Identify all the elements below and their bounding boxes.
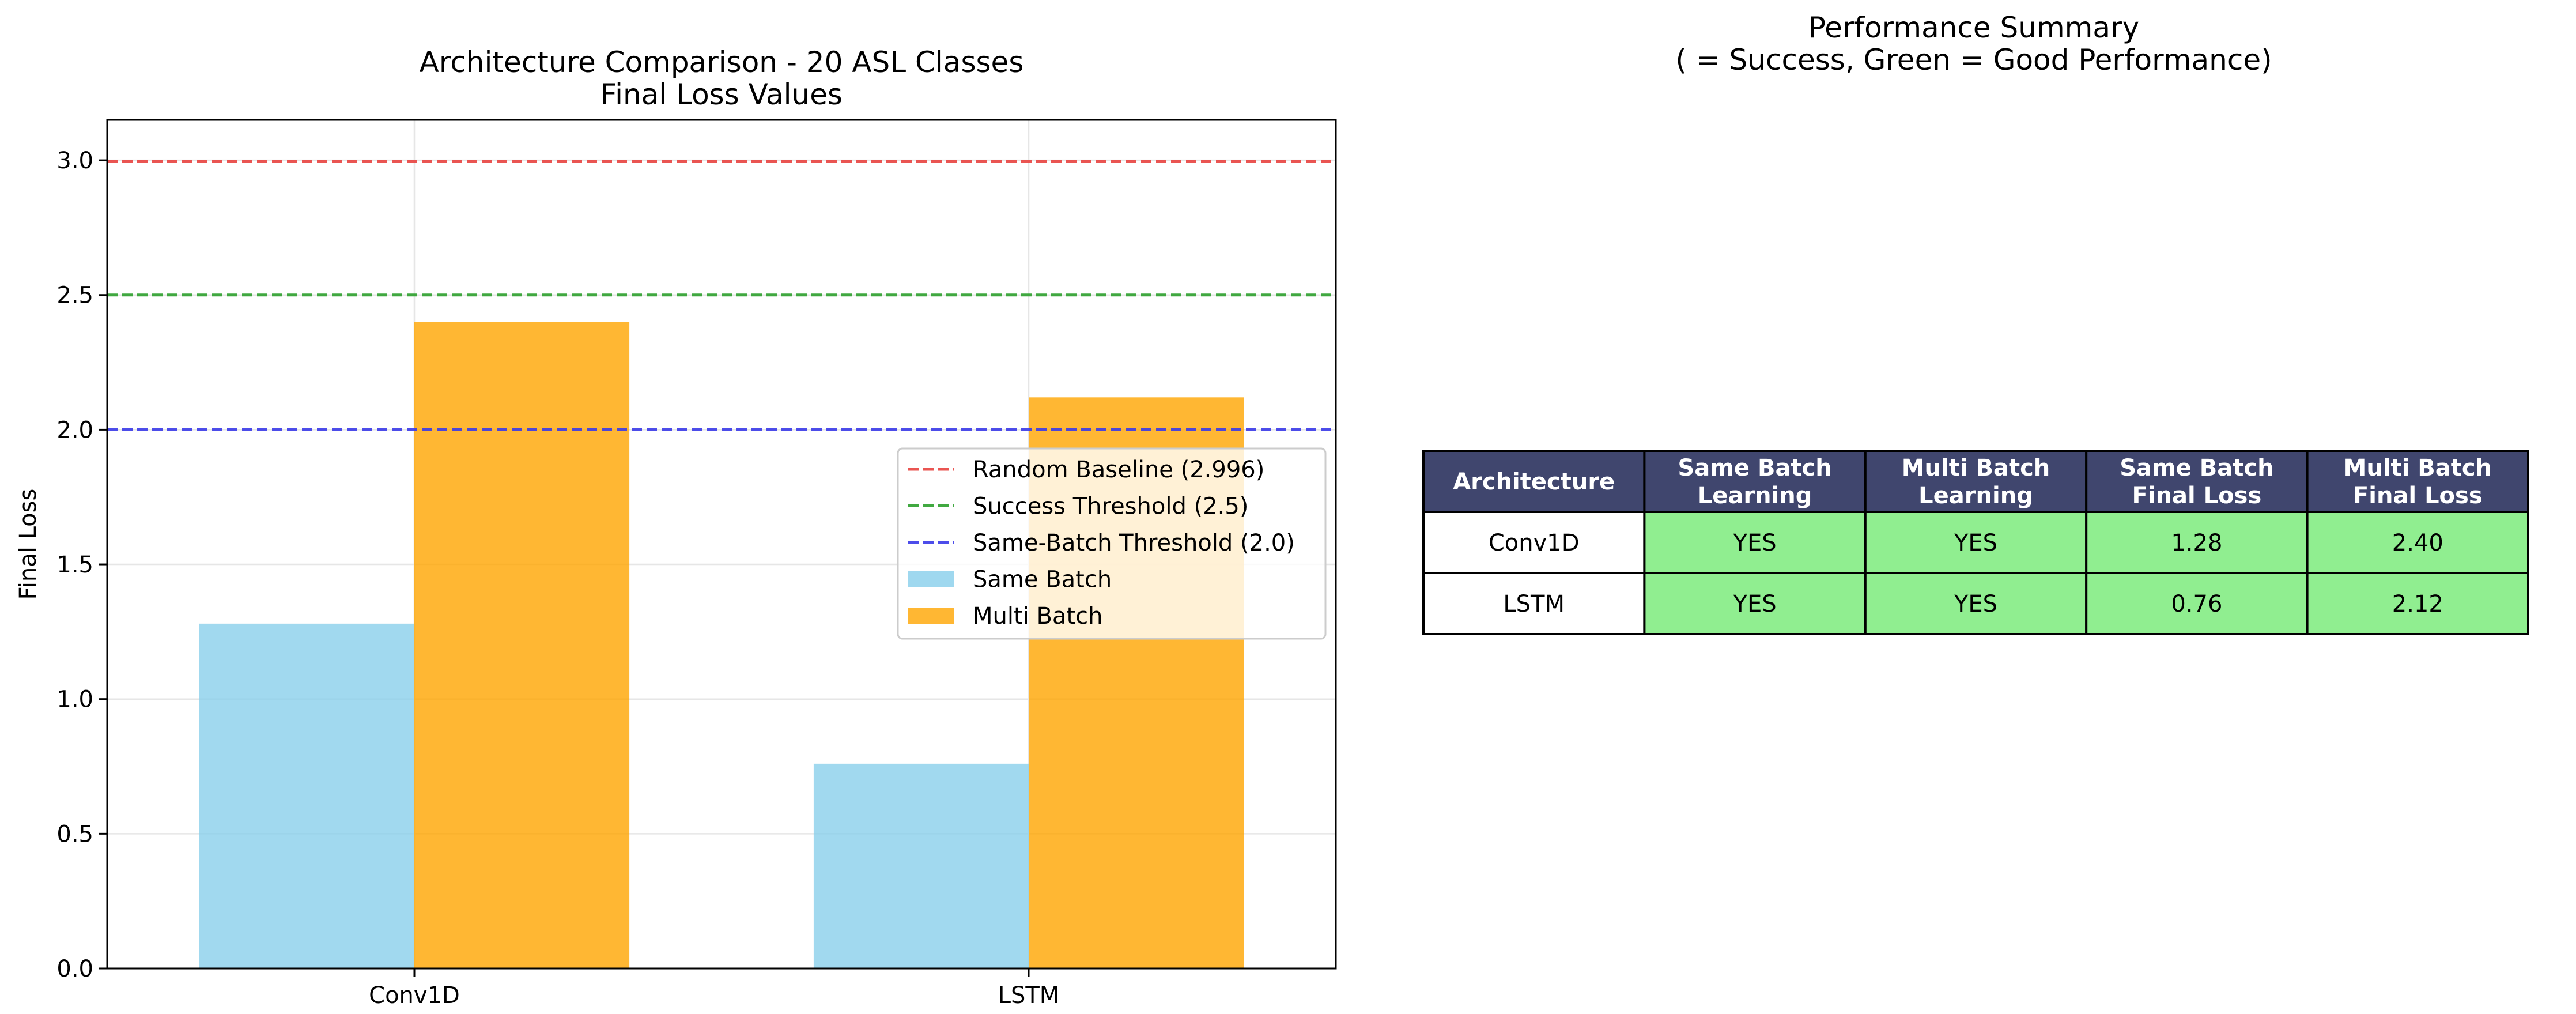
cell-text-r2-c3: YES xyxy=(1954,591,1997,617)
x-tick-label-conv1d: Conv1D xyxy=(369,982,460,1009)
bar-chart: Architecture Comparison - 20 ASL Classes… xyxy=(15,46,1337,1009)
bar-same-batch-conv1d xyxy=(199,623,414,968)
cell-r1-c5 xyxy=(2306,511,2530,574)
cell-text-r2-c2: YES xyxy=(1733,591,1777,617)
legend-swatch-multi-batch xyxy=(908,608,954,624)
cell-r1-c2 xyxy=(1643,511,1867,574)
cell-text-r2-c5: 2.12 xyxy=(2392,591,2443,617)
cell-text-r1-c3: YES xyxy=(1954,530,1997,556)
y-tick-label-4: 1.5 xyxy=(56,552,93,578)
cell-text-r1-c1: Conv1D xyxy=(1489,530,1580,556)
reference-lines xyxy=(107,160,1336,431)
legend-box xyxy=(897,447,1327,640)
table-title-text: Performance Summary( = Success, Green = … xyxy=(1675,11,2272,77)
y-axis-label: Final Loss xyxy=(15,489,41,600)
bar-same-batch-lstm xyxy=(813,763,1029,968)
legend-label-multi-batch: Multi Batch xyxy=(973,603,1102,629)
header-cell-3 xyxy=(1864,450,2088,513)
performance-summary-table: Performance Summary( = Success, Green = … xyxy=(1422,11,2530,635)
cell-r2-c4 xyxy=(2085,572,2309,635)
bar-chart-title-text: Architecture Comparison - 20 ASL Classes… xyxy=(420,46,1024,111)
header-label-2: Same Batch Learning xyxy=(1678,455,1831,509)
cell-text-r2-c1: LSTM xyxy=(1503,591,1565,617)
x-axis-ticks: Conv1D LSTM xyxy=(369,968,1059,1009)
header-label-3-line-2: Learning xyxy=(1918,483,2033,509)
cell-r2-c5 xyxy=(2306,572,2530,635)
cell-r1-c3 xyxy=(1864,511,2088,574)
header-label-3: Multi Batch Learning xyxy=(1902,455,2050,509)
table-title-text-line-1: Performance Summary xyxy=(1808,11,2139,44)
cell-text-r1-c5: 2.40 xyxy=(2392,530,2443,556)
y-axis-ticks: 0.0 0.5 1.0 1.5 2.0 2.5 3.0 xyxy=(56,148,107,982)
table-title-text-line-2: ( = Success, Green = Good Performance) xyxy=(1675,43,2272,77)
header-cell-1 xyxy=(1422,450,1646,513)
cell-text-r2-c4: 0.76 xyxy=(2171,591,2222,617)
header-label-4-line-1: Same Batch xyxy=(2120,455,2273,481)
legend-label-success-threshold-2-5: Success Threshold (2.5) xyxy=(973,493,1248,520)
legend: Random Baseline (2.996) Success Threshold… xyxy=(897,447,1327,640)
y-tick-label-5: 2.0 xyxy=(56,417,93,443)
header-label-5-line-2: Final Loss xyxy=(2353,483,2483,509)
bar-chart-title-text-line-1: Architecture Comparison - 20 ASL Classes xyxy=(420,46,1024,79)
y-tick-label-7: 3.0 xyxy=(56,148,93,174)
header-label-1-line-1: Architecture xyxy=(1453,469,1615,495)
header-label-1: Architecture xyxy=(1453,469,1615,495)
header-label-4-line-2: Final Loss xyxy=(2132,483,2262,509)
header-cell-5 xyxy=(2306,450,2530,513)
y-tick-label-2: 0.5 xyxy=(56,821,93,847)
legend-label-same-batch: Same Batch xyxy=(973,567,1112,593)
header-cell-2 xyxy=(1643,450,1867,513)
bar-chart-title: Architecture Comparison - 20 ASL Classes… xyxy=(420,46,1024,111)
cell-r1-c4 xyxy=(2085,511,2309,574)
table-title: Performance Summary( = Success, Green = … xyxy=(1675,11,2272,77)
bar-chart-title-text-line-2: Final Loss Values xyxy=(600,78,843,111)
header-label-2-line-2: Learning xyxy=(1698,483,1812,509)
header-label-3-line-1: Multi Batch xyxy=(1902,455,2050,481)
x-tick-label-lstm: LSTM xyxy=(998,982,1060,1009)
cell-r2-c3 xyxy=(1864,572,2088,635)
legend-label-random-baseline-2-996: Random Baseline (2.996) xyxy=(973,457,1264,483)
header-label-5: Multi Batch Final Loss xyxy=(2344,455,2492,509)
cell-text-r1-c4: 1.28 xyxy=(2171,530,2222,556)
plot-frame xyxy=(106,119,1337,970)
header-label-5-line-1: Multi Batch xyxy=(2344,455,2492,481)
legend-swatch-same-batch xyxy=(908,571,954,587)
bar-multi-batch-conv1d xyxy=(414,322,630,968)
cell-text-r1-c2: YES xyxy=(1733,530,1777,556)
header-label-2-line-1: Same Batch xyxy=(1678,455,1831,481)
y-tick-label-1: 0.0 xyxy=(56,956,93,982)
y-tick-label-6: 2.5 xyxy=(56,282,93,309)
header-label-4: Same Batch Final Loss xyxy=(2120,455,2273,509)
y-tick-label-3: 1.0 xyxy=(56,687,93,713)
legend-label-same-batch-threshold-2-0: Same-Batch Threshold (2.0) xyxy=(973,530,1295,556)
